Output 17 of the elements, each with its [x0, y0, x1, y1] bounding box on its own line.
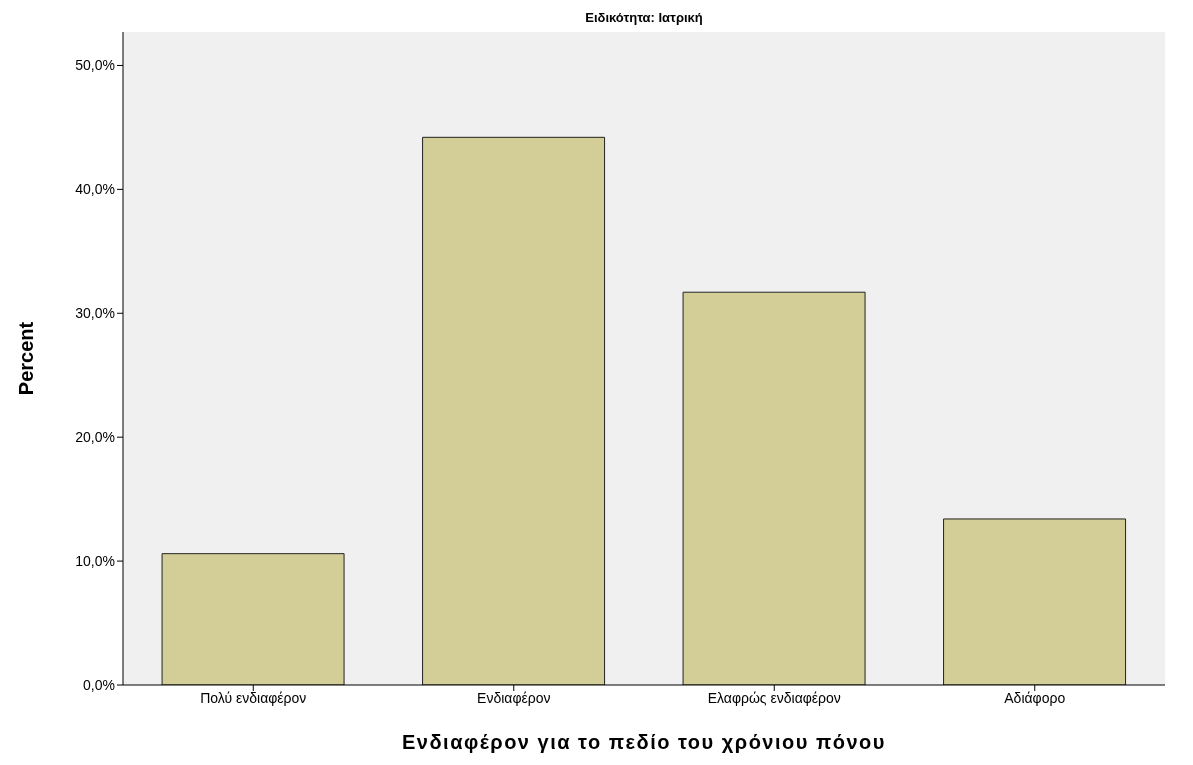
y-tick-label: 0,0% — [83, 676, 115, 693]
y-tick-label: 10,0% — [75, 553, 115, 570]
x-tick-label: Αδιάφορο — [1004, 689, 1066, 706]
x-tick-label: Πολύ ενδιαφέρον — [200, 689, 307, 706]
x-axis-title: Ενδιαφέρον για το πεδίο του χρόνιου πόνου — [402, 731, 886, 753]
x-tick-label: Ελαφρώς ενδιαφέρον — [707, 689, 841, 706]
bar — [682, 291, 866, 685]
bar — [943, 518, 1127, 685]
bar — [161, 553, 345, 685]
x-tick-label: Ενδιαφέρον — [477, 689, 551, 706]
y-axis-title: Percent — [15, 321, 38, 396]
y-tick-label: 40,0% — [75, 181, 115, 198]
y-tick-label: 30,0% — [75, 305, 115, 322]
bar — [422, 136, 606, 685]
chart-title: Ειδικότητα: Ιατρική — [584, 10, 704, 25]
y-tick-label: 20,0% — [75, 429, 115, 446]
y-tick-label: 50,0% — [75, 57, 115, 74]
